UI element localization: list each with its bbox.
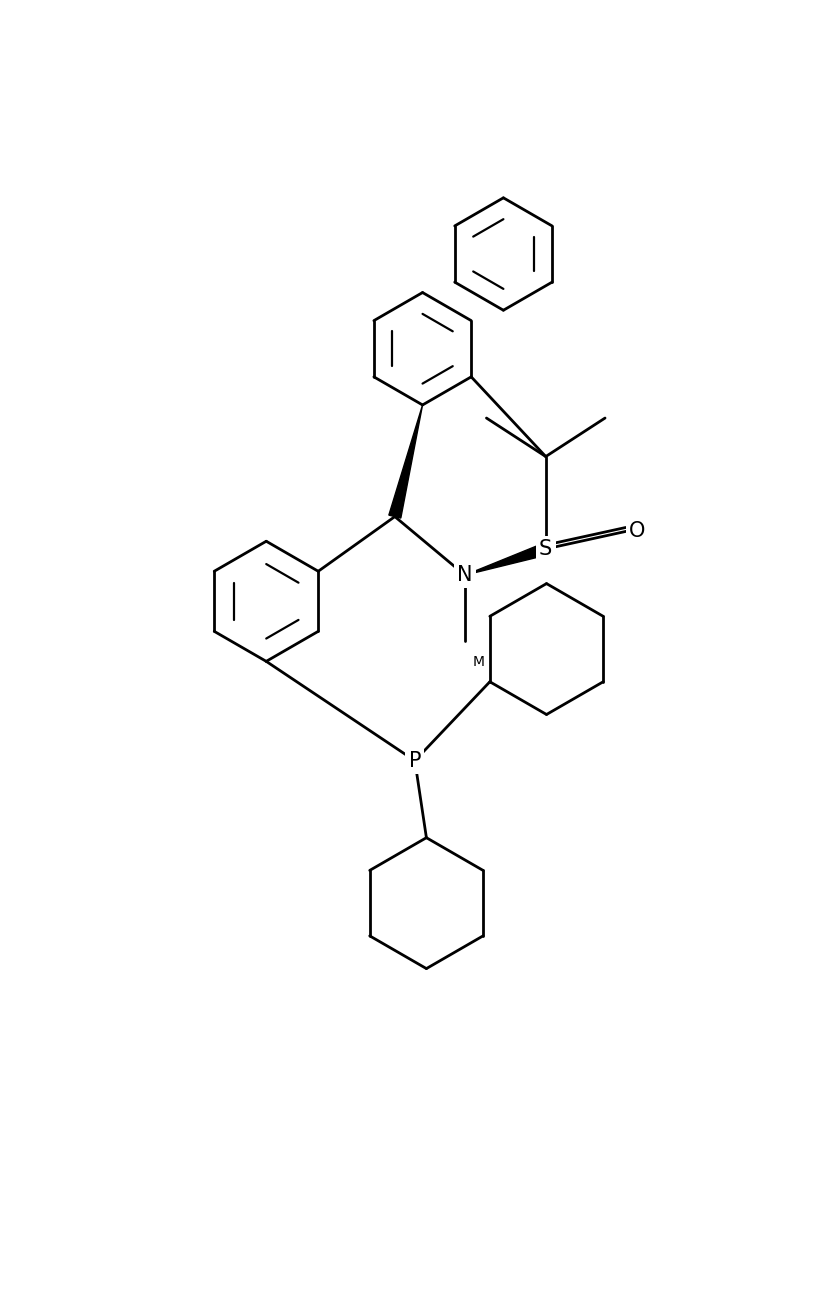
Text: N: N [457, 565, 473, 585]
Polygon shape [389, 405, 423, 518]
Text: P: P [409, 751, 421, 771]
Text: S: S [539, 539, 552, 559]
Text: M: M [473, 655, 484, 669]
Text: O: O [629, 521, 646, 542]
Polygon shape [465, 543, 547, 575]
